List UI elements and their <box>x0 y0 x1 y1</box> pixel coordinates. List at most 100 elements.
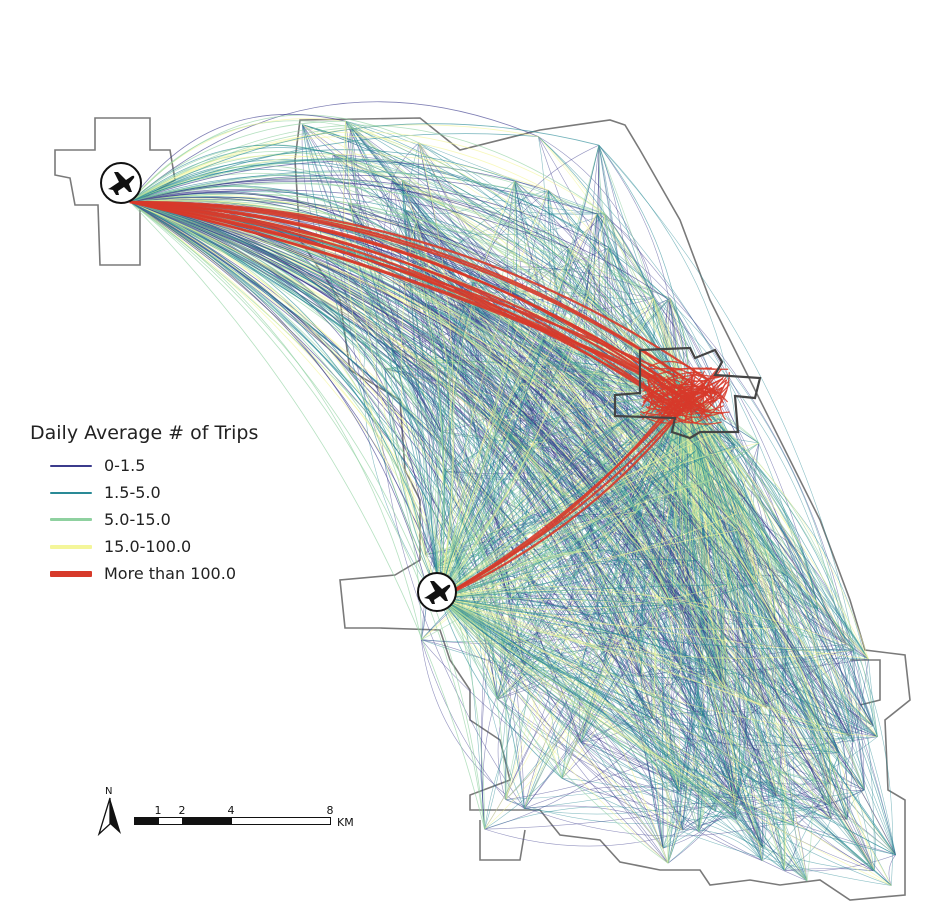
flow-line <box>345 120 475 302</box>
legend-label: 1.5-5.0 <box>104 483 161 502</box>
scale-segment <box>134 817 159 825</box>
flow-line <box>129 201 426 555</box>
flow-line <box>129 181 669 300</box>
flow-line <box>439 597 683 831</box>
flow-line <box>692 372 724 380</box>
flow-line <box>129 201 498 700</box>
flow-line <box>439 597 563 779</box>
flow-line <box>129 199 671 299</box>
flow-line <box>497 698 669 864</box>
flow-line <box>129 200 710 382</box>
flow-line <box>129 126 351 203</box>
north-arrow-label: N <box>105 786 113 797</box>
flow-line <box>439 597 896 856</box>
flow-line <box>129 149 515 203</box>
flow-line <box>439 417 628 599</box>
flow-line <box>129 136 549 203</box>
flow-line <box>129 185 405 284</box>
flow-line <box>129 147 403 203</box>
flow-line <box>439 597 737 820</box>
flow-line <box>439 282 474 599</box>
flow-line <box>129 201 504 646</box>
flow-line <box>129 177 654 299</box>
flow-line <box>129 201 875 872</box>
flow-line <box>439 496 745 599</box>
trip-flow-lines <box>129 101 896 886</box>
flow-line <box>129 120 346 203</box>
flow-line <box>439 417 628 599</box>
flow-line <box>129 200 682 377</box>
flow-line <box>439 597 820 730</box>
flow-line <box>350 127 441 599</box>
flow-line <box>129 200 667 402</box>
flow-line <box>439 450 696 599</box>
flow-line <box>129 201 680 792</box>
scale-tick: 2 <box>178 804 186 817</box>
flow-line <box>129 201 778 796</box>
flow-line <box>657 382 719 405</box>
legend-item: More than 100.0 <box>50 560 258 587</box>
flow-line <box>684 394 847 645</box>
flow-line <box>129 189 544 339</box>
flow-line <box>439 597 878 738</box>
flow-line <box>648 368 656 375</box>
flow-line <box>129 201 875 871</box>
flow-line <box>439 180 516 599</box>
flow-line <box>129 200 687 414</box>
downtown-boundary <box>613 346 762 440</box>
flow-line <box>524 786 680 809</box>
flow-line <box>439 597 892 886</box>
flow-line <box>439 597 673 606</box>
flow-line <box>439 180 516 599</box>
flow-line <box>648 368 729 370</box>
flow-line <box>439 299 669 599</box>
flow-line <box>418 142 455 599</box>
flow-line <box>691 376 725 402</box>
airplane-icon <box>100 162 142 204</box>
flow-line <box>439 597 832 820</box>
flow-line <box>129 201 525 666</box>
flow-line <box>129 201 485 830</box>
flow-line <box>439 582 758 615</box>
scale-tick: 1 <box>154 804 162 817</box>
flow-line <box>438 180 516 599</box>
flow-line <box>129 153 549 203</box>
flow-line <box>129 201 504 646</box>
flow-line <box>667 380 676 420</box>
flow-line <box>439 597 737 820</box>
flow-line <box>129 158 669 300</box>
flow-line <box>538 136 654 299</box>
map-legend: Daily Average # of Trips 0-1.5 1.5-5.0 5… <box>30 422 258 587</box>
scale-tick: 4 <box>227 804 235 817</box>
flow-line <box>439 597 896 856</box>
flow-line <box>647 372 650 395</box>
flow-line <box>439 597 604 651</box>
flow-line <box>598 145 686 396</box>
flow-line <box>660 384 730 418</box>
flow-line <box>684 394 819 610</box>
flow-line <box>129 201 763 861</box>
flow-line <box>439 597 735 812</box>
flow-line <box>682 394 808 882</box>
flow-line <box>129 191 451 292</box>
flow-line <box>439 529 738 599</box>
flow-line <box>129 201 875 872</box>
flow-line <box>439 417 628 599</box>
flow-line <box>439 338 544 599</box>
flow-line <box>439 597 735 812</box>
flow-line <box>514 180 722 686</box>
flow-line <box>129 201 563 779</box>
flow-line <box>641 374 703 408</box>
flow-line <box>439 294 589 599</box>
flow-line <box>596 213 896 855</box>
flow-line <box>682 829 763 862</box>
flow-line <box>129 201 485 830</box>
flow-line <box>129 171 606 215</box>
flow-line <box>439 597 830 784</box>
flow-line <box>719 389 728 421</box>
scale-segment <box>158 817 183 825</box>
flow-line <box>598 144 875 871</box>
flow-line <box>302 124 441 599</box>
flow-line <box>129 200 706 409</box>
